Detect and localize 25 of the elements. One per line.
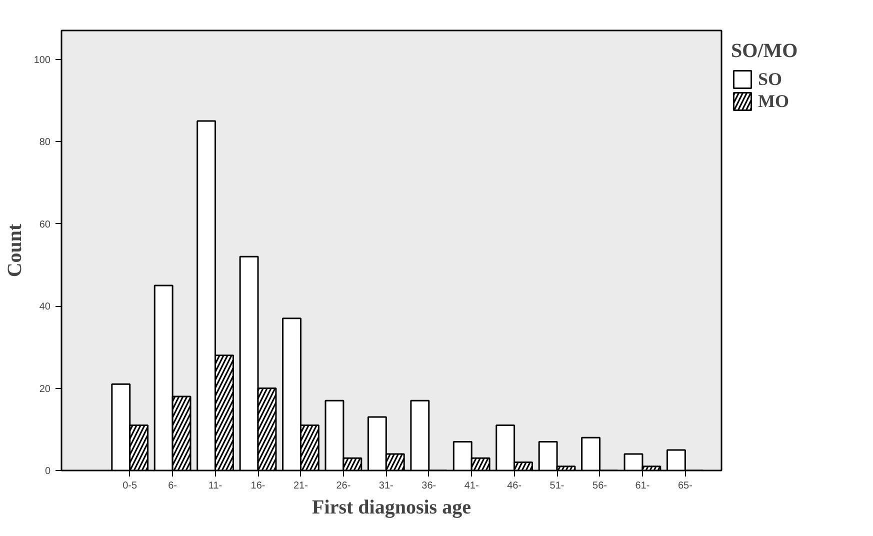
y-tick-label: 40 xyxy=(39,302,51,313)
y-tick-label: 20 xyxy=(39,384,51,395)
y-tick-label: 80 xyxy=(39,137,51,148)
x-tick-label: 61- xyxy=(635,480,650,492)
x-tick-label: 16- xyxy=(250,480,266,492)
y-tick-label: 0 xyxy=(44,466,51,477)
x-tick-label: 65- xyxy=(678,480,692,492)
legend-label: SO xyxy=(758,68,782,90)
x-tick-label: 0-5 xyxy=(122,480,138,492)
x-tick-label: 51- xyxy=(550,480,564,492)
legend-label: MO xyxy=(758,90,789,112)
x-tick-label: 36- xyxy=(422,480,436,492)
x-axis-title: First diagnosis age xyxy=(312,496,472,518)
x-tick-label: 21- xyxy=(293,480,308,492)
x-tick-label: 6- xyxy=(168,480,178,492)
x-tick-label: 56- xyxy=(592,480,607,492)
x-tick-label: 31- xyxy=(378,480,394,492)
y-tick-label: 60 xyxy=(39,219,51,230)
x-tick-label: 26- xyxy=(336,480,351,492)
legend-title: SO/MO xyxy=(731,40,798,63)
y-tick-label: 100 xyxy=(34,54,51,66)
y-axis-title: Count xyxy=(4,223,26,278)
x-tick-label: 11- xyxy=(208,480,222,492)
x-tick-label: 46- xyxy=(507,480,522,492)
x-tick-label: 41- xyxy=(464,480,479,492)
